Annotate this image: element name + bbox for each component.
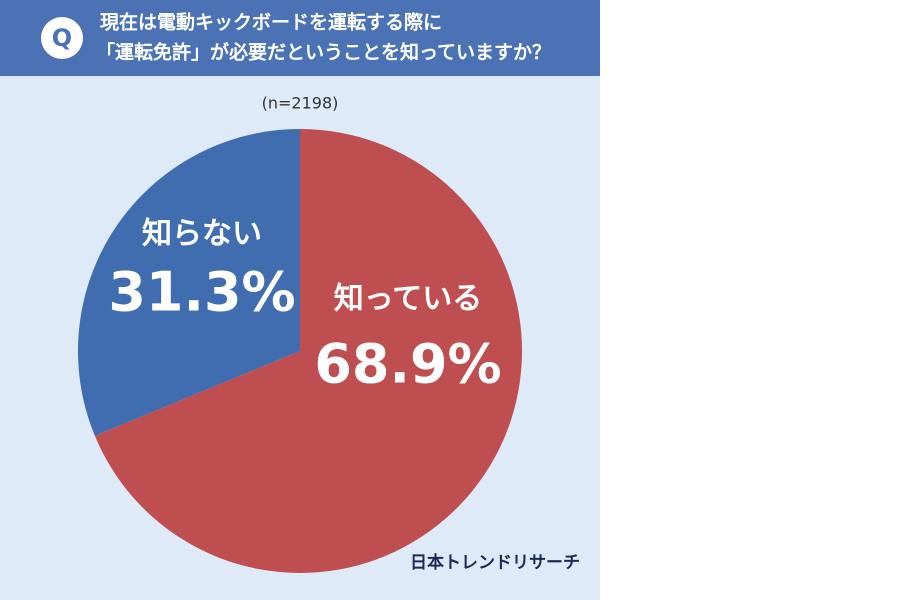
slice-value: 31.3% bbox=[108, 261, 295, 324]
slice-label: 知っている bbox=[334, 282, 483, 317]
q-badge bbox=[41, 17, 83, 59]
source: 日本トレンドリサーチ bbox=[410, 552, 580, 573]
pie-slice bbox=[77, 129, 300, 436]
subtitle: (n=2198) bbox=[262, 94, 339, 113]
slice-value: 68.9% bbox=[314, 333, 501, 396]
title-line: 「運転免許」が必要だということを知っていますか？ bbox=[96, 41, 551, 64]
header bbox=[0, 0, 600, 76]
title-line: 現在は電動キックボードを運転する際に bbox=[100, 11, 442, 34]
slice-label: 知らない bbox=[142, 217, 262, 252]
pie-slice bbox=[94, 129, 522, 573]
q-letter: Q bbox=[52, 24, 72, 52]
